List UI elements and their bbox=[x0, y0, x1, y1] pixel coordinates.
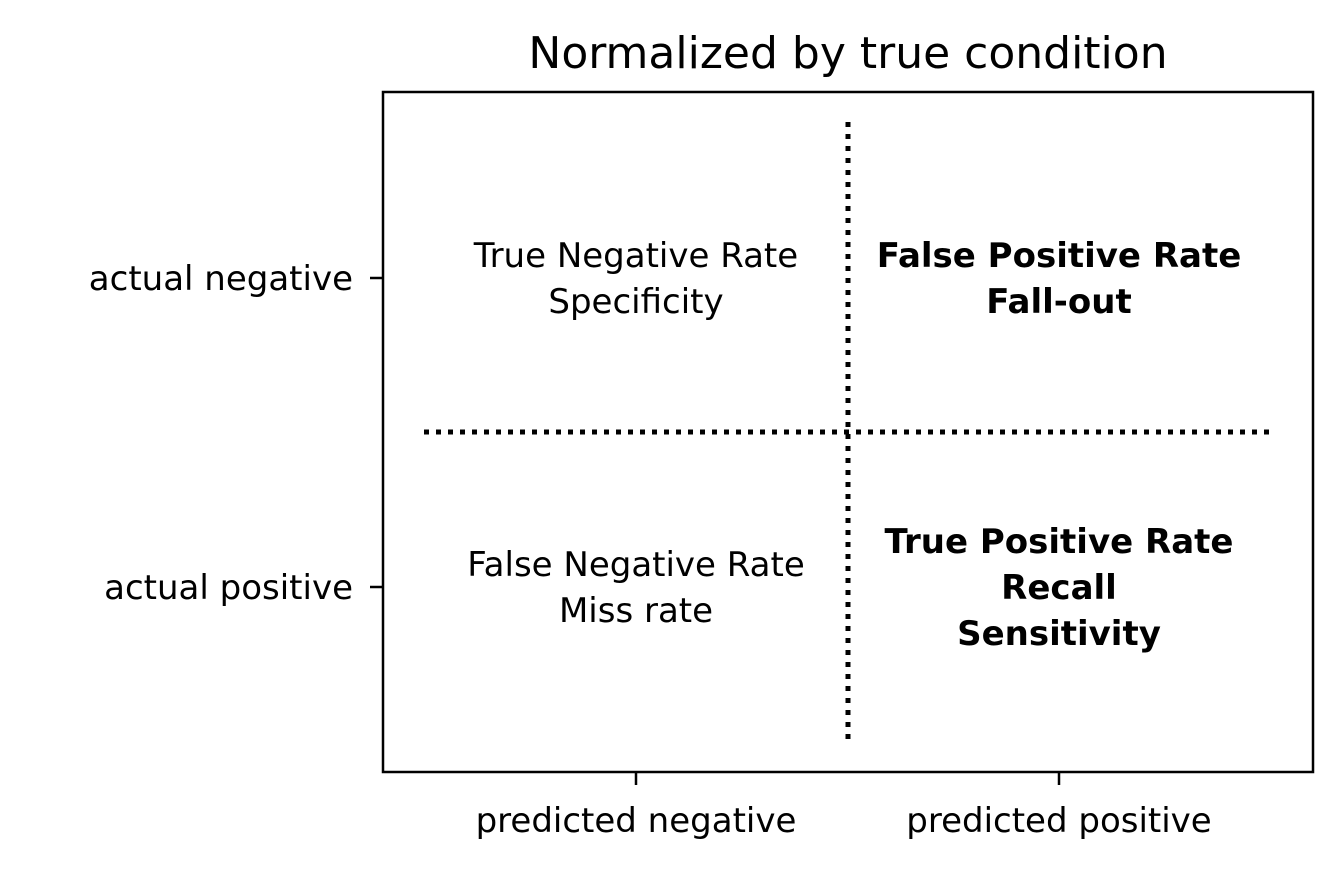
cell-text-line: Specificity bbox=[548, 282, 723, 322]
matrix-cell: False Positive Rate Fall-out bbox=[877, 236, 1242, 322]
cell-text-line: Fall-out bbox=[986, 282, 1131, 322]
matrix-cells: True Negative Rate Specificity False Posit… bbox=[467, 236, 1241, 654]
matrix-cell: False Negative Rate Miss rate bbox=[467, 545, 805, 631]
column-label: predicted positive bbox=[906, 801, 1211, 841]
cell-text-line: Miss rate bbox=[559, 591, 713, 631]
cell-text-line: True Positive Rate bbox=[885, 522, 1234, 562]
cell-text-line: Recall bbox=[1001, 568, 1117, 608]
row-label: actual positive bbox=[104, 568, 353, 608]
cell-text-line: True Negative Rate bbox=[473, 236, 798, 276]
cell-text-line: Sensitivity bbox=[957, 614, 1161, 654]
column-label: predicted negative bbox=[476, 801, 797, 841]
diagram-title: Normalized by true condition bbox=[528, 28, 1167, 79]
row-label: actual negative bbox=[89, 259, 353, 299]
column-ticks: predicted negative predicted positive bbox=[476, 772, 1212, 841]
row-ticks: actual negative actual positive bbox=[89, 259, 383, 608]
matrix-cell: True Positive Rate Recall Sensitivity bbox=[885, 522, 1234, 654]
cell-text-line: False Positive Rate bbox=[877, 236, 1242, 276]
cell-text-line: False Negative Rate bbox=[467, 545, 805, 585]
matrix-cell: True Negative Rate Specificity bbox=[473, 236, 798, 322]
axes-frame bbox=[381, 90, 1315, 774]
